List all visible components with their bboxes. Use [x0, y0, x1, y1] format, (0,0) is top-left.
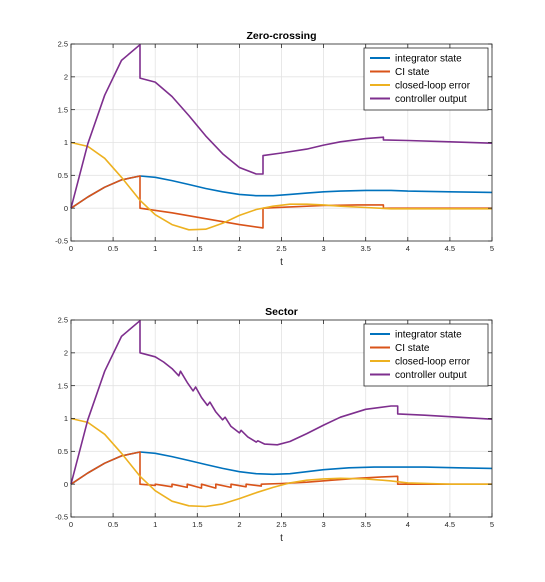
x-axis-label: t [280, 533, 283, 544]
legend: integrator state CI state closed-loop erro… [364, 48, 488, 110]
x-tick-label: 2 [237, 520, 241, 529]
y-tick-label: 0.5 [58, 171, 68, 180]
legend-label: integrator state [395, 330, 462, 341]
x-tick-label: 3.5 [360, 244, 370, 253]
x-tick-label: 4.5 [445, 520, 455, 529]
legend-label: controller output [395, 94, 467, 105]
x-tick-label: 5 [490, 244, 494, 253]
y-tick-label: -0.5 [55, 237, 68, 246]
x-tick-label: 4.5 [445, 244, 455, 253]
y-tick-label: 2.5 [58, 40, 68, 49]
chart-panel-0: 0 0.5 1 1.5 2 2.5 3 3.5 4 4.5 5-0.500.511.522.5Zer… [55, 30, 494, 268]
y-tick-label: 0.5 [58, 447, 68, 456]
legend-label: CI state [395, 343, 430, 354]
legend-label: integrator state [395, 54, 462, 65]
y-tick-label: 2 [64, 348, 68, 357]
y-tick-label: -0.5 [55, 513, 68, 522]
x-tick-label: 4 [406, 244, 410, 253]
x-tick-label: 2.5 [276, 244, 286, 253]
legend-label: controller output [395, 370, 467, 381]
chart-title: Sector [265, 306, 298, 318]
x-tick-label: 4 [406, 520, 410, 529]
x-tick-label: 1.5 [192, 244, 202, 253]
x-tick-label: 5 [490, 520, 494, 529]
x-tick-label: 3.5 [360, 520, 370, 529]
y-tick-label: 2.5 [58, 316, 68, 325]
legend: integrator state CI state closed-loop erro… [364, 324, 488, 386]
x-tick-label: 1.5 [192, 520, 202, 529]
y-tick-label: 0 [64, 204, 68, 213]
y-tick-label: 2 [64, 72, 68, 81]
x-tick-label: 0 [69, 520, 73, 529]
x-tick-label: 0.5 [108, 244, 118, 253]
y-tick-label: 1.5 [58, 105, 68, 114]
legend-label: closed-loop error [395, 357, 471, 368]
x-tick-label: 1 [153, 520, 157, 529]
legend-label: CI state [395, 67, 430, 78]
x-tick-label: 0 [69, 244, 73, 253]
legend-label: closed-loop error [395, 81, 471, 92]
x-tick-label: 2 [237, 244, 241, 253]
x-tick-label: 2.5 [276, 520, 286, 529]
y-tick-label: 1 [64, 414, 68, 423]
chart-title: Zero-crossing [246, 30, 316, 42]
x-tick-label: 0.5 [108, 520, 118, 529]
y-tick-label: 1 [64, 138, 68, 147]
x-tick-label: 3 [322, 520, 326, 529]
x-tick-label: 1 [153, 244, 157, 253]
chart-panel-1: 0 0.5 1 1.5 2 2.5 3 3.5 4 4.5 5-0.500.511.522.5Sec… [55, 306, 494, 544]
x-axis-label: t [280, 257, 283, 268]
y-tick-label: 1.5 [58, 381, 68, 390]
x-tick-label: 3 [322, 244, 326, 253]
y-tick-label: 0 [64, 480, 68, 489]
